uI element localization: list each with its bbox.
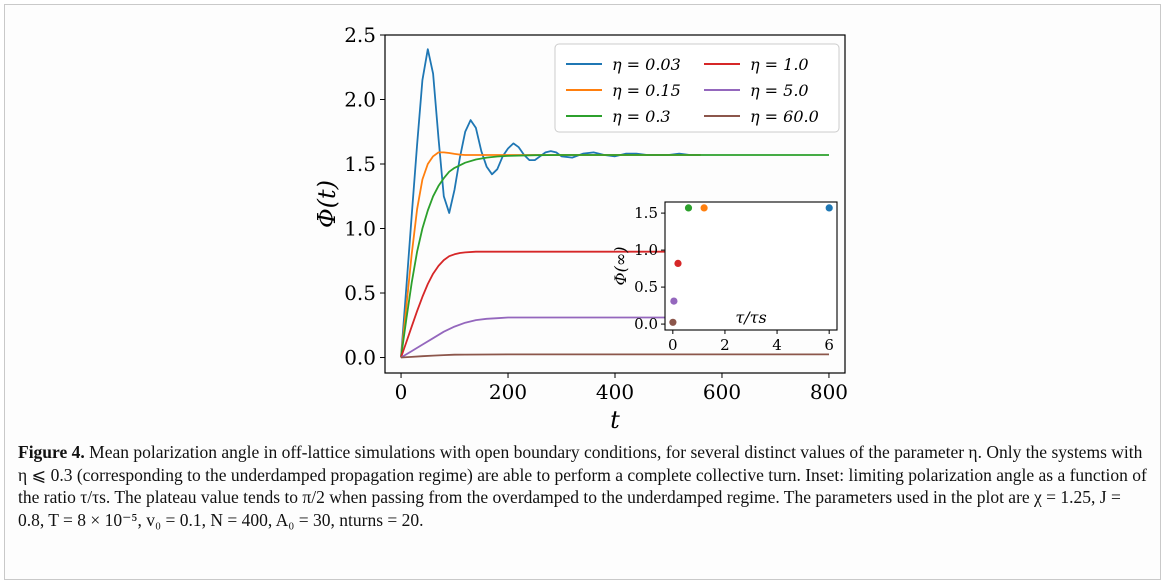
inset-ticks: 0 2 4 6 0.0 0.5 1.0 1.5 xyxy=(634,204,834,354)
y-tick-label: 0.0 xyxy=(344,346,376,370)
inset-y-tick-label: 0.5 xyxy=(634,278,658,296)
main-series-lines xyxy=(400,48,829,359)
series-line-5 xyxy=(400,353,829,359)
inset-points xyxy=(669,204,833,326)
inset-point-4 xyxy=(670,297,678,305)
series-line-3 xyxy=(400,250,829,358)
inset-y-tick-label: 1.0 xyxy=(634,241,658,259)
legend-label-0: η = 0.03 xyxy=(612,55,681,74)
y-tick-label: 2.0 xyxy=(344,88,376,112)
legend-label-1: η = 0.15 xyxy=(612,81,681,100)
legend-label-2: η = 0.3 xyxy=(612,107,671,126)
x-tick-label: 0 xyxy=(395,380,408,404)
legend-label-5: η = 60.0 xyxy=(750,107,819,126)
inset-axes-frame xyxy=(664,201,838,331)
inset-x-tick-label: 6 xyxy=(824,336,834,354)
legend-box xyxy=(554,43,840,133)
inset-point-2 xyxy=(684,204,693,212)
x-tick-label: 600 xyxy=(703,380,741,404)
inset-x-axis-label: τ/τs xyxy=(735,308,766,327)
main-ticks: 0 200 400 600 800 0.0 0.5 1.0 1.5 2.0 2.5 xyxy=(344,23,848,404)
figure-caption: Figure 4. Mean polarization angle in off… xyxy=(18,441,1148,531)
inset-x-tick-label: 4 xyxy=(772,336,782,354)
x-tick-label: 200 xyxy=(489,380,527,404)
main-plot: 0 200 400 600 800 0.0 0.5 1.0 1.5 2.0 2.5 t Φ(t) η… xyxy=(313,23,848,434)
legend-label-4: η = 5.0 xyxy=(750,81,809,100)
inset-point-0 xyxy=(825,204,833,212)
inset-plot: 0 2 4 6 0.0 0.5 1.0 1.5 τ/τs Φ(∞) xyxy=(611,201,838,354)
y-tick-label: 1.0 xyxy=(344,217,376,241)
inset-x-tick-label: 0 xyxy=(668,336,678,354)
main-y-axis-label: Φ(t) xyxy=(313,180,341,228)
inset-y-axis-label: Φ(∞) xyxy=(611,247,630,286)
inset-background xyxy=(665,202,837,330)
y-tick-label: 1.5 xyxy=(344,152,376,176)
inset-y-tick-label: 1.5 xyxy=(634,204,658,222)
x-tick-label: 800 xyxy=(810,380,848,404)
legend: η = 0.03 η = 0.15 η = 0.3 η = 1.0 η = 5.0 η =… xyxy=(554,43,840,133)
y-tick-label: 2.5 xyxy=(344,23,376,47)
x-tick-label: 400 xyxy=(596,380,634,404)
y-tick-label: 0.5 xyxy=(344,281,376,305)
inset-x-tick-label: 2 xyxy=(720,336,730,354)
series-line-2 xyxy=(400,154,829,358)
figure-canvas: 0 200 400 600 800 0.0 0.5 1.0 1.5 2.0 2.5 t Φ(t) η… xyxy=(313,23,848,434)
figure-caption-text: Mean polarization angle in off-lattice s… xyxy=(18,442,1147,530)
inset-point-5 xyxy=(669,318,677,326)
inset-point-3 xyxy=(674,259,682,267)
inset-point-1 xyxy=(700,204,708,212)
main-x-axis-label: t xyxy=(610,406,620,434)
inset-y-tick-label: 0.0 xyxy=(634,315,658,333)
figure-caption-label: Figure 4. xyxy=(18,442,85,462)
legend-label-3: η = 1.0 xyxy=(750,55,809,74)
